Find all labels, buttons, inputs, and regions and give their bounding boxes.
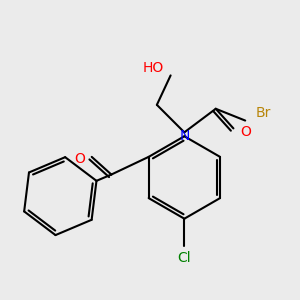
Text: O: O (240, 125, 250, 139)
Text: O: O (74, 152, 86, 166)
Text: HO: HO (142, 61, 164, 75)
Text: Br: Br (255, 106, 271, 120)
Text: N: N (179, 129, 190, 143)
Text: Cl: Cl (178, 251, 191, 265)
